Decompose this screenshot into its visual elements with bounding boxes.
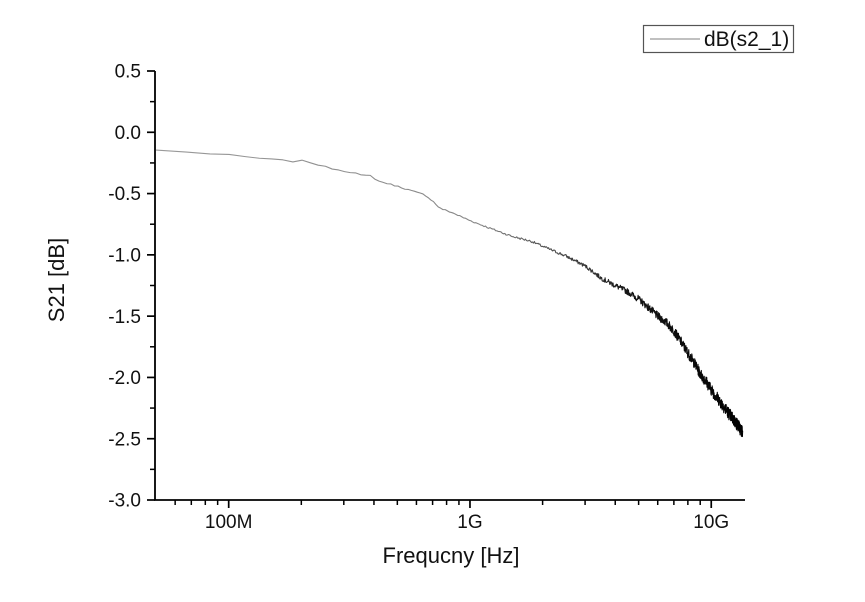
y-tick-label: -1.0 [108, 246, 141, 267]
x-tick-label: 10G [693, 512, 729, 533]
x-axis-title: Frequcny [Hz] [383, 543, 520, 568]
y-axis-title: S21 [dB] [44, 238, 69, 322]
y-tick-label: -1.5 [108, 307, 141, 328]
axes-spines [154, 71, 745, 501]
y-tick-label: -2.5 [108, 429, 141, 450]
y-tick-label: -2.0 [108, 368, 141, 389]
y-tick-label: -3.0 [108, 491, 141, 512]
x-tick-label: 1G [457, 512, 482, 533]
s21-trace [156, 149, 744, 438]
y-axis-major-ticks [147, 70, 155, 501]
legend-label: dB(s2_1) [704, 28, 789, 51]
y-tick-label: -0.5 [108, 184, 141, 205]
y-axis-tick-labels: 0.5 0.0 -0.5 -1.0 -1.5 -2.0 -2.5 -3.0 [108, 62, 141, 512]
legend: dB(s2_1) [642, 24, 795, 54]
y-tick-label: 0.0 [115, 123, 141, 144]
x-axis-tick-labels: 100M 1G 10G [205, 512, 729, 533]
y-tick-label: 0.5 [115, 62, 141, 83]
x-axis-minor-ticks [174, 500, 701, 505]
x-tick-label: 100M [205, 512, 253, 533]
x-axis-major-ticks [227, 500, 713, 508]
y-axis-minor-ticks [150, 100, 155, 471]
